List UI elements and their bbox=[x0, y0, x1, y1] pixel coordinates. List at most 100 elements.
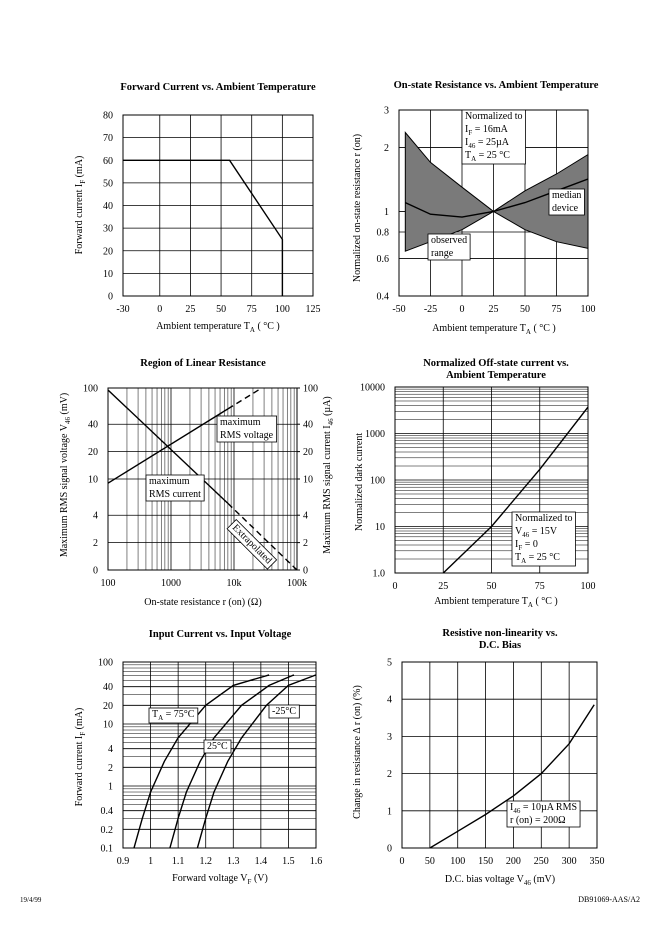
y-axis-label: Maximum RMS signal voltage V46 (mV) bbox=[59, 393, 72, 557]
x-tick-label: 1.3 bbox=[227, 856, 240, 867]
chart: 100 1000 10k 100k024102040100024102040100Re… bbox=[59, 358, 335, 608]
y-tick-label: 100 bbox=[98, 658, 113, 669]
x-tick-label: -50 bbox=[392, 304, 405, 315]
x-axis-label-part: (mV) bbox=[531, 874, 555, 885]
y-tick-label: 4 bbox=[108, 744, 113, 755]
y-tick-label: 10 bbox=[375, 522, 385, 533]
x-tick-label: 100 bbox=[450, 856, 465, 867]
y-tick-label: 0.4 bbox=[377, 292, 390, 303]
annotation-text-part: maximum bbox=[220, 417, 261, 428]
y-axis-label-part: (mA) bbox=[74, 156, 85, 180]
annotation-text-part: Normalized to bbox=[465, 111, 522, 122]
annotation-text-part: 46 bbox=[522, 531, 530, 539]
x-tick-label: 100 bbox=[581, 304, 596, 315]
annotation-text-part: = 25 °C bbox=[526, 552, 560, 563]
y2-tick-label: 4 bbox=[303, 511, 308, 522]
chart-title: D.C. Bias bbox=[479, 640, 521, 651]
annotation-text: TA = 25 °C bbox=[515, 552, 560, 565]
y-axis-label-part: Forward current I bbox=[74, 184, 85, 255]
y-tick-label: 1 bbox=[108, 782, 113, 793]
x-tick-label: 10k bbox=[227, 578, 242, 589]
y-tick-label: 10 bbox=[103, 720, 113, 731]
annotation-text: observed bbox=[431, 235, 467, 246]
annotation-box bbox=[548, 188, 585, 216]
annotation-text: Normalized to bbox=[515, 513, 572, 524]
y-tick-label: 0 bbox=[93, 566, 98, 577]
annotation-text-part: observed bbox=[431, 235, 467, 246]
series-line bbox=[227, 502, 297, 570]
x-tick-label: 300 bbox=[562, 856, 577, 867]
chart: 0 50 100 150 200 250 300 350 0 1 2 3 4 5 Resistive non… bbox=[352, 628, 605, 887]
y-tick-label: 70 bbox=[103, 133, 113, 144]
annotation-text-part: = 25 °C bbox=[476, 150, 510, 161]
y-tick-label: 20 bbox=[88, 447, 98, 458]
annotation: maximum RMS current bbox=[145, 474, 205, 502]
annotation-text-part: I bbox=[465, 124, 468, 135]
annotation-box bbox=[145, 474, 205, 502]
y-tick-label: 1000 bbox=[365, 429, 385, 440]
y-tick-label: 40 bbox=[88, 420, 98, 431]
y-tick-label: 10 bbox=[103, 269, 113, 280]
annotation-text-part: RMS voltage bbox=[220, 430, 274, 441]
annotation-text-part: I bbox=[465, 137, 468, 148]
annotation-text-part: I bbox=[515, 539, 518, 550]
annotation-text: range bbox=[431, 248, 454, 259]
y-tick-label: 0 bbox=[108, 292, 113, 303]
series-line bbox=[123, 159, 284, 296]
y-axis-label: Normalized dark current bbox=[354, 433, 365, 532]
annotation-box bbox=[203, 739, 232, 754]
y2-tick-label: 2 bbox=[303, 538, 308, 549]
y-tick-label: 10 bbox=[88, 475, 98, 486]
plot-frame bbox=[122, 661, 317, 849]
x-axis-label-part: D.C. bias voltage V bbox=[445, 874, 525, 885]
annotation-text-part: maximum bbox=[149, 476, 190, 487]
annotation-text: 25°C bbox=[207, 741, 228, 752]
annotation-box bbox=[226, 518, 278, 570]
y-tick-label: 2 bbox=[108, 763, 113, 774]
annotation-text: maximum bbox=[220, 417, 261, 428]
y-tick-label: 100 bbox=[370, 476, 385, 487]
x-axis-label: Ambient temperature TA ( °C ) bbox=[434, 596, 558, 609]
annotation-text-part: T bbox=[515, 552, 521, 563]
footer-code: DB91069-AAS/A2 bbox=[578, 895, 640, 904]
y2-axis-label: Maximum RMS signal current I46 (µA) bbox=[322, 396, 335, 553]
y-tick-label: 1.0 bbox=[373, 569, 386, 580]
y-tick-label: 0.8 bbox=[377, 228, 390, 239]
y-tick-label: 0.2 bbox=[101, 825, 114, 836]
x-tick-label: 1000 bbox=[161, 578, 181, 589]
plot-frame bbox=[394, 386, 589, 574]
x-tick-label: 75 bbox=[535, 581, 545, 592]
x-tick-label: 0 bbox=[460, 304, 465, 315]
y-tick-label: 3 bbox=[387, 732, 392, 743]
x-axis-label: Ambient temperature TA ( °C ) bbox=[432, 323, 556, 336]
plot-frame bbox=[122, 114, 314, 297]
y-axis-label-part: (mV) bbox=[59, 393, 70, 417]
series-line bbox=[133, 674, 270, 848]
x-axis-label-part: ( °C ) bbox=[255, 321, 280, 332]
y2-tick-label: 20 bbox=[303, 447, 313, 458]
series-line bbox=[429, 704, 595, 848]
x-tick-label: 25 bbox=[438, 581, 448, 592]
y-tick-label: 0.1 bbox=[101, 844, 114, 855]
x-axis-label-part: 46 bbox=[524, 879, 532, 887]
y-tick-label: 60 bbox=[103, 156, 113, 167]
y-tick-label: 0.6 bbox=[377, 254, 390, 265]
annotation-text-part: A bbox=[471, 155, 476, 163]
x-axis-label: D.C. bias voltage V46 (mV) bbox=[445, 874, 555, 887]
x-tick-label: 25 bbox=[185, 304, 195, 315]
x-tick-label: 0 bbox=[400, 856, 405, 867]
y-tick-label: 4 bbox=[387, 695, 392, 706]
plot-frame bbox=[401, 661, 598, 849]
chart-title: Resistive non-linearity vs. bbox=[442, 628, 558, 639]
chart-title: On-state Resistance vs. Ambient Temperat… bbox=[394, 80, 599, 91]
y-tick-label: 80 bbox=[103, 111, 113, 122]
x-axis-label-part: A bbox=[528, 601, 533, 609]
x-tick-label: 200 bbox=[506, 856, 521, 867]
x-tick-label: 1.1 bbox=[172, 856, 185, 867]
chart-title: Input Current vs. Input Voltage bbox=[149, 629, 292, 640]
x-tick-label: -25 bbox=[424, 304, 437, 315]
annotation-text-part: = 25µA bbox=[475, 137, 509, 148]
y2-axis-label-part: 46 bbox=[327, 418, 335, 426]
